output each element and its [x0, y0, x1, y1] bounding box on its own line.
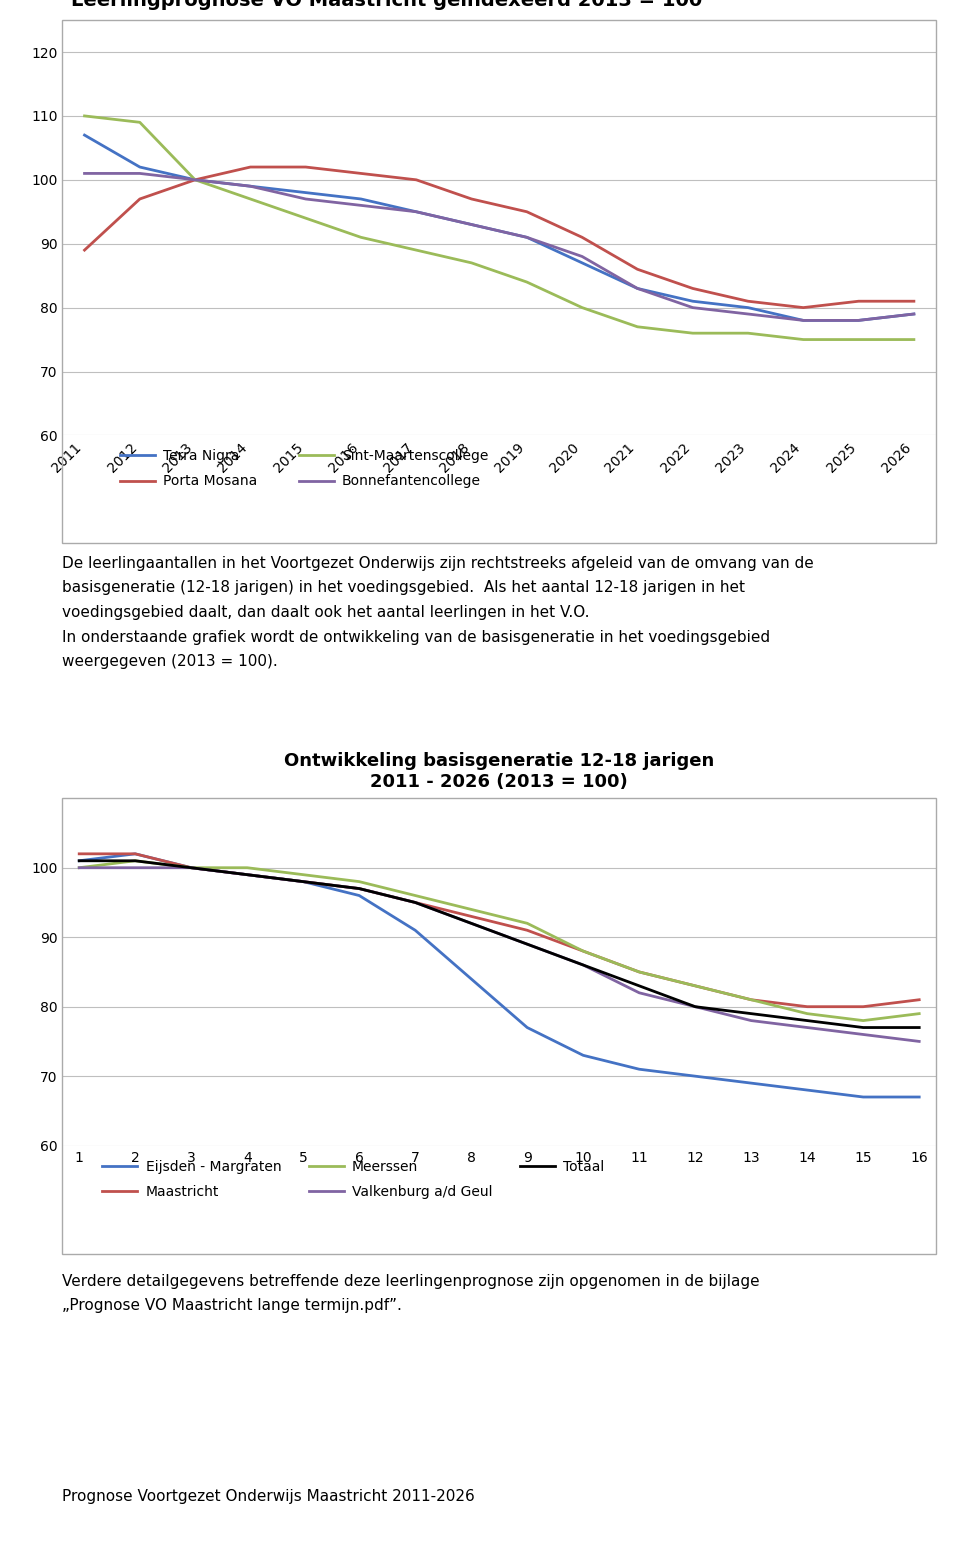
- Text: De leerlingaantallen in het Voortgezet Onderwijs zijn rechtstreeks afgeleid van : De leerlingaantallen in het Voortgezet O…: [62, 556, 814, 669]
- Text: Leerlingprognose VO Maastricht geindexeerd 2013 = 100: Leerlingprognose VO Maastricht geindexee…: [71, 0, 703, 11]
- Title: Ontwikkeling basisgeneratie 12-18 jarigen
2011 - 2026 (2013 = 100): Ontwikkeling basisgeneratie 12-18 jarige…: [284, 752, 714, 791]
- Legend: Terra Nigra, Porta Mosana, Sint-Maartenscollege, Bonnefantencollege: Terra Nigra, Porta Mosana, Sint-Maartens…: [113, 442, 495, 496]
- Text: Prognose Voortgezet Onderwijs Maastricht 2011-2026: Prognose Voortgezet Onderwijs Maastricht…: [62, 1488, 475, 1504]
- Text: Verdere detailgegevens betreffende deze leerlingenprognose zijn opgenomen in de : Verdere detailgegevens betreffende deze …: [62, 1274, 760, 1314]
- Legend: Eijsden - Margraten, Maastricht, Meerssen, Valkenburg a/d Geul, Totaal: Eijsden - Margraten, Maastricht, Meersse…: [96, 1152, 612, 1206]
